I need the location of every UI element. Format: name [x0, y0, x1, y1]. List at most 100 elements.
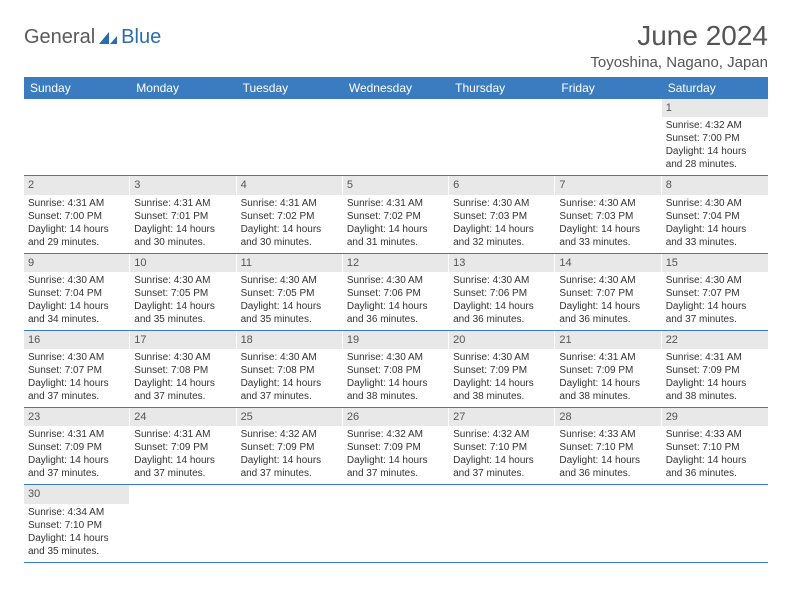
day-header-sunday: Sunday [24, 77, 130, 99]
day-number: 22 [662, 331, 768, 349]
day-content: Sunrise: 4:32 AMSunset: 7:09 PMDaylight:… [237, 426, 343, 484]
day-header-wednesday: Wednesday [343, 77, 449, 99]
week-row: 23Sunrise: 4:31 AMSunset: 7:09 PMDayligh… [24, 408, 768, 485]
day-cell-25: 25Sunrise: 4:32 AMSunset: 7:09 PMDayligh… [237, 408, 343, 484]
calendar-page: General Blue June 2024 Toyoshina, Nagano… [0, 0, 792, 583]
sunset-line: Sunset: 7:07 PM [28, 364, 126, 377]
day-cell-19: 19Sunrise: 4:30 AMSunset: 7:08 PMDayligh… [343, 331, 449, 407]
day-number: 3 [130, 176, 236, 194]
daylight-line: Daylight: 14 hours and 33 minutes. [666, 223, 764, 249]
day-content: Sunrise: 4:30 AMSunset: 7:04 PMDaylight:… [24, 272, 130, 330]
empty-cell [343, 99, 449, 175]
sunrise-line: Sunrise: 4:32 AM [453, 428, 551, 441]
sunset-line: Sunset: 7:00 PM [666, 132, 764, 145]
sunrise-line: Sunrise: 4:33 AM [666, 428, 764, 441]
day-cell-29: 29Sunrise: 4:33 AMSunset: 7:10 PMDayligh… [662, 408, 768, 484]
day-content: Sunrise: 4:33 AMSunset: 7:10 PMDaylight:… [662, 426, 768, 484]
sunset-line: Sunset: 7:09 PM [347, 441, 445, 454]
daylight-line: Daylight: 14 hours and 36 minutes. [347, 300, 445, 326]
day-number: 19 [343, 331, 449, 349]
day-number: 20 [449, 331, 555, 349]
day-number: 7 [555, 176, 661, 194]
month-title: June 2024 [590, 20, 768, 52]
sunset-line: Sunset: 7:03 PM [453, 210, 551, 223]
sunset-line: Sunset: 7:03 PM [559, 210, 657, 223]
day-cell-2: 2Sunrise: 4:31 AMSunset: 7:00 PMDaylight… [24, 176, 130, 252]
day-number: 13 [449, 254, 555, 272]
sunrise-line: Sunrise: 4:33 AM [559, 428, 657, 441]
day-number: 15 [662, 254, 768, 272]
daylight-line: Daylight: 14 hours and 29 minutes. [28, 223, 126, 249]
sunrise-line: Sunrise: 4:30 AM [347, 351, 445, 364]
day-cell-24: 24Sunrise: 4:31 AMSunset: 7:09 PMDayligh… [130, 408, 236, 484]
sunset-line: Sunset: 7:08 PM [347, 364, 445, 377]
week-row: 30Sunrise: 4:34 AMSunset: 7:10 PMDayligh… [24, 485, 768, 562]
sunrise-line: Sunrise: 4:32 AM [347, 428, 445, 441]
sunrise-line: Sunrise: 4:31 AM [28, 197, 126, 210]
day-cell-14: 14Sunrise: 4:30 AMSunset: 7:07 PMDayligh… [555, 254, 661, 330]
day-content: Sunrise: 4:30 AMSunset: 7:05 PMDaylight:… [237, 272, 343, 330]
day-content: Sunrise: 4:32 AMSunset: 7:00 PMDaylight:… [662, 117, 768, 175]
sunset-line: Sunset: 7:09 PM [28, 441, 126, 454]
day-cell-26: 26Sunrise: 4:32 AMSunset: 7:09 PMDayligh… [343, 408, 449, 484]
sunset-line: Sunset: 7:07 PM [666, 287, 764, 300]
sunrise-line: Sunrise: 4:30 AM [453, 351, 551, 364]
sunset-line: Sunset: 7:02 PM [347, 210, 445, 223]
sunset-line: Sunset: 7:08 PM [241, 364, 339, 377]
daylight-line: Daylight: 14 hours and 36 minutes. [666, 454, 764, 480]
daylight-line: Daylight: 14 hours and 37 minutes. [666, 300, 764, 326]
day-number: 4 [237, 176, 343, 194]
daylight-line: Daylight: 14 hours and 36 minutes. [559, 300, 657, 326]
sunset-line: Sunset: 7:10 PM [28, 519, 126, 532]
day-content: Sunrise: 4:30 AMSunset: 7:07 PMDaylight:… [24, 349, 130, 407]
sunset-line: Sunset: 7:09 PM [559, 364, 657, 377]
empty-cell [555, 485, 661, 561]
sunset-line: Sunset: 7:10 PM [666, 441, 764, 454]
day-number: 25 [237, 408, 343, 426]
sunrise-line: Sunrise: 4:32 AM [241, 428, 339, 441]
day-cell-27: 27Sunrise: 4:32 AMSunset: 7:10 PMDayligh… [449, 408, 555, 484]
sunrise-line: Sunrise: 4:30 AM [666, 197, 764, 210]
sunrise-line: Sunrise: 4:34 AM [28, 506, 126, 519]
day-header-row: SundayMondayTuesdayWednesdayThursdayFrid… [24, 77, 768, 99]
day-cell-18: 18Sunrise: 4:30 AMSunset: 7:08 PMDayligh… [237, 331, 343, 407]
weeks-container: 1Sunrise: 4:32 AMSunset: 7:00 PMDaylight… [24, 99, 768, 563]
day-content: Sunrise: 4:31 AMSunset: 7:01 PMDaylight:… [130, 195, 236, 253]
header-row: General Blue June 2024 Toyoshina, Nagano… [24, 20, 768, 71]
day-number: 1 [662, 99, 768, 117]
day-cell-3: 3Sunrise: 4:31 AMSunset: 7:01 PMDaylight… [130, 176, 236, 252]
day-content: Sunrise: 4:31 AMSunset: 7:02 PMDaylight:… [237, 195, 343, 253]
daylight-line: Daylight: 14 hours and 37 minutes. [347, 454, 445, 480]
sunrise-line: Sunrise: 4:30 AM [134, 274, 232, 287]
day-cell-8: 8Sunrise: 4:30 AMSunset: 7:04 PMDaylight… [662, 176, 768, 252]
day-header-friday: Friday [555, 77, 661, 99]
daylight-line: Daylight: 14 hours and 37 minutes. [28, 454, 126, 480]
day-number: 17 [130, 331, 236, 349]
day-cell-23: 23Sunrise: 4:31 AMSunset: 7:09 PMDayligh… [24, 408, 130, 484]
sunset-line: Sunset: 7:09 PM [134, 441, 232, 454]
empty-cell [555, 99, 661, 175]
sunrise-line: Sunrise: 4:30 AM [559, 274, 657, 287]
day-number: 8 [662, 176, 768, 194]
day-number: 30 [24, 485, 130, 503]
week-row: 1Sunrise: 4:32 AMSunset: 7:00 PMDaylight… [24, 99, 768, 176]
sunset-line: Sunset: 7:06 PM [453, 287, 551, 300]
empty-cell [449, 99, 555, 175]
day-number: 12 [343, 254, 449, 272]
daylight-line: Daylight: 14 hours and 38 minutes. [453, 377, 551, 403]
sunrise-line: Sunrise: 4:30 AM [666, 274, 764, 287]
title-block: June 2024 Toyoshina, Nagano, Japan [590, 20, 768, 71]
week-row: 9Sunrise: 4:30 AMSunset: 7:04 PMDaylight… [24, 254, 768, 331]
day-content: Sunrise: 4:30 AMSunset: 7:08 PMDaylight:… [130, 349, 236, 407]
day-cell-16: 16Sunrise: 4:30 AMSunset: 7:07 PMDayligh… [24, 331, 130, 407]
day-cell-17: 17Sunrise: 4:30 AMSunset: 7:08 PMDayligh… [130, 331, 236, 407]
daylight-line: Daylight: 14 hours and 28 minutes. [666, 145, 764, 171]
brand-text-dark: General [24, 26, 95, 49]
day-number: 14 [555, 254, 661, 272]
sunset-line: Sunset: 7:09 PM [453, 364, 551, 377]
day-header-thursday: Thursday [449, 77, 555, 99]
sunrise-line: Sunrise: 4:31 AM [134, 197, 232, 210]
day-header-tuesday: Tuesday [237, 77, 343, 99]
day-content: Sunrise: 4:30 AMSunset: 7:08 PMDaylight:… [237, 349, 343, 407]
sunset-line: Sunset: 7:10 PM [453, 441, 551, 454]
